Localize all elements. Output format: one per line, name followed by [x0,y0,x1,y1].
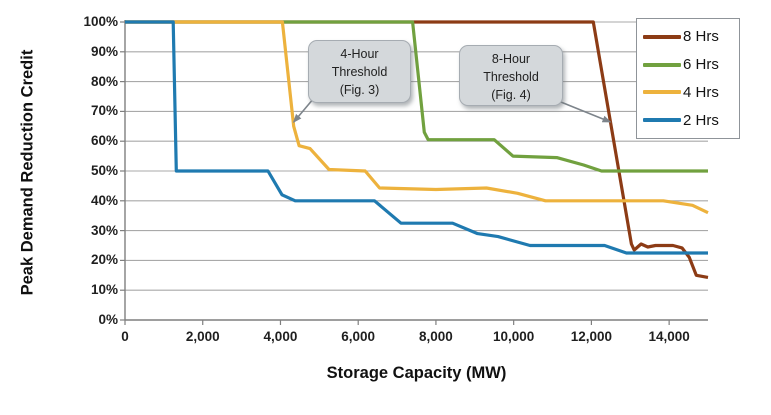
y-axis-tick-label: 0% [98,312,118,327]
x-axis-tick-label: 10,000 [493,329,535,344]
x-axis-tick-label: 6,000 [341,329,376,344]
y-axis-tick-label: 30% [90,222,118,238]
callout-arrow-icon [292,98,314,123]
series-line-2-hrs [125,20,708,255]
callout-4-hour-threshold: 4-Hour Threshold (Fig. 3) [308,40,411,103]
callout-line: (Fig. 3) [339,83,380,97]
callout-line: 4-Hour [340,47,379,61]
callout-arrow-icon [558,100,612,123]
y-axis-tick-label: 70% [90,103,118,119]
y-axis-tick-label: 40% [90,192,118,208]
legend-item-8hrs: 8 Hrs [643,28,739,45]
y-axis-tick-label: 50% [90,163,118,178]
legend-item-4hrs: 4 Hrs [643,84,739,101]
series-line-8-hrs [125,20,709,279]
series-line-4-hrs [125,20,709,215]
legend-swatch-2hrs-icon [643,118,681,123]
y-axis-title: Peak Demand Reduction Credit [18,49,37,296]
series-line-6-hrs [125,20,708,173]
x-axis-title: Storage Capacity (MW) [326,364,507,382]
legend-label-6hrs: 6 Hrs [683,56,719,74]
x-axis-tick-label: 0 [121,329,129,344]
legend-label-4hrs: 4 Hrs [683,83,719,101]
legend-swatch-6hrs-icon [643,62,681,67]
y-axis-tick-label: 60% [90,133,118,149]
x-axis-tick-label: 12,000 [570,329,613,344]
legend-item-6hrs: 6 Hrs [643,56,739,73]
x-axis-tick-label: 8,000 [419,329,453,344]
callout-line: Threshold [483,70,539,84]
y-axis-tick-label: 100% [83,14,118,29]
x-axis-tick-label: 14,000 [648,329,690,344]
callout-8-hour-threshold: 8-Hour Threshold (Fig. 4) [459,45,563,106]
y-axis-tick-label: 90% [90,43,118,59]
legend-item-2hrs: 2 Hrs [643,112,739,129]
y-axis-tick-label: 80% [90,73,118,89]
y-axis-tick-label: 20% [90,252,118,268]
callout-line: (Fig. 4) [491,88,531,102]
legend-label-2hrs: 2 Hrs [683,111,719,129]
x-axis-tick-label: 4,000 [263,329,298,344]
callout-line: Threshold [331,65,388,79]
legend-label-8hrs: 8 Hrs [683,28,719,46]
callout-line: 8-Hour [491,52,531,66]
legend-swatch-4hrs-icon [643,90,681,95]
x-axis-tick-label: 2,000 [185,329,220,344]
y-axis-tick-label: 10% [90,282,118,298]
legend-swatch-8hrs-icon [643,34,681,39]
legend: 8 Hrs 6 Hrs 4 Hrs 2 Hrs [636,18,740,139]
